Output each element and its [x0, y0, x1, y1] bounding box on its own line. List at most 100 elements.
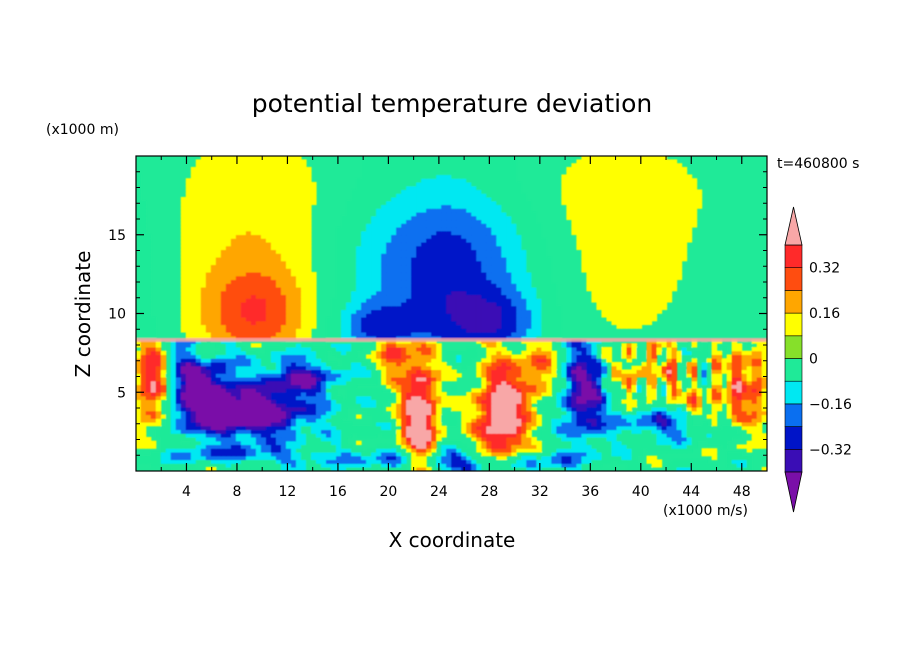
field-cell: [175, 395, 182, 401]
field-cell: [185, 466, 192, 471]
field-cell: [701, 365, 708, 371]
field-cell: [461, 463, 467, 468]
field-cell: [265, 463, 272, 468]
field-cell: [596, 399, 603, 404]
field-cell: [681, 384, 688, 389]
field-cell: [386, 298, 392, 303]
field-cell: [746, 391, 753, 397]
field-cell: [536, 395, 542, 401]
field-cell: [696, 466, 703, 471]
field-cell: [215, 414, 222, 419]
field-cell: [566, 380, 572, 386]
field-cell: [225, 455, 232, 461]
field-cell: [421, 410, 427, 416]
field-cell: [426, 414, 432, 419]
field-cell: [691, 376, 698, 382]
field-cell: [290, 350, 297, 356]
field-cell: [215, 301, 222, 307]
field-cell: [230, 418, 237, 423]
field-cell: [290, 403, 297, 408]
field-cell: [646, 410, 653, 416]
field-cell: [305, 403, 312, 408]
field-cell: [331, 316, 337, 322]
field-cell: [606, 459, 613, 464]
field-cell: [215, 440, 222, 446]
field-cell: [681, 425, 688, 431]
field-cell: [521, 406, 527, 412]
field-cell: [591, 354, 598, 359]
field-cell: [200, 373, 207, 378]
field-cell: [721, 346, 728, 352]
field-cell: [726, 373, 733, 378]
field-cell: [280, 391, 287, 397]
field-cell: [656, 418, 663, 423]
field-cell: [476, 361, 482, 367]
field-cell: [441, 451, 447, 457]
field-cell: [481, 298, 487, 303]
field-cell: [346, 358, 352, 363]
field-cell: [255, 395, 262, 401]
field-cell: [536, 305, 542, 311]
field-cell: [386, 346, 392, 352]
field-cell: [391, 365, 397, 371]
field-cell: [310, 324, 317, 329]
field-cell: [396, 350, 402, 356]
field-cell: [471, 403, 477, 408]
field-cell: [280, 388, 287, 393]
field-cell: [606, 298, 613, 303]
field-cell: [371, 421, 377, 427]
field-cell: [656, 406, 663, 412]
field-cell: [310, 283, 317, 288]
field-cell: [586, 399, 593, 404]
field-cell: [646, 380, 653, 386]
field-cell: [160, 373, 167, 378]
field-cell: [411, 414, 417, 419]
field-cell: [346, 451, 352, 457]
field-cell: [336, 324, 342, 329]
field-cell: [511, 286, 517, 292]
field-cell: [320, 448, 327, 453]
field-cell: [661, 343, 668, 348]
field-cell: [581, 444, 588, 449]
field-cell: [150, 358, 157, 363]
field-cell: [461, 414, 467, 419]
field-cell: [215, 410, 222, 416]
field-cell: [746, 418, 753, 423]
field-cell: [190, 384, 197, 389]
field-cell: [136, 354, 142, 359]
field-cell: [336, 444, 342, 449]
field-cell: [160, 440, 167, 446]
field-cell: [381, 391, 387, 397]
field-cell: [356, 403, 362, 408]
field-cell: [496, 346, 502, 352]
field-cell: [371, 316, 377, 322]
field-cell: [145, 414, 152, 419]
field-cell: [426, 429, 432, 434]
field-cell: [150, 369, 157, 374]
field-cell: [526, 384, 532, 389]
field-cell: [280, 358, 287, 363]
field-cell: [701, 343, 708, 348]
field-cell: [426, 313, 432, 318]
field-cell: [591, 358, 598, 363]
field-cell: [225, 391, 232, 397]
field-cell: [185, 403, 192, 408]
field-cell: [616, 391, 623, 397]
field-cell: [666, 391, 673, 397]
field-cell: [235, 463, 242, 468]
field-cell: [160, 459, 167, 464]
field-cell: [285, 418, 292, 423]
field-cell: [215, 380, 222, 386]
field-cell: [376, 346, 382, 352]
field-cell: [295, 391, 302, 397]
field-cell: [526, 403, 532, 408]
field-cell: [726, 459, 733, 464]
field-cell: [736, 354, 743, 359]
field-cell: [461, 290, 467, 296]
field-cell: [275, 440, 282, 446]
field-cell: [290, 433, 297, 438]
field-cell: [431, 369, 437, 374]
field-cell: [646, 301, 653, 307]
field-cell: [275, 436, 282, 442]
field-cell: [270, 331, 277, 337]
